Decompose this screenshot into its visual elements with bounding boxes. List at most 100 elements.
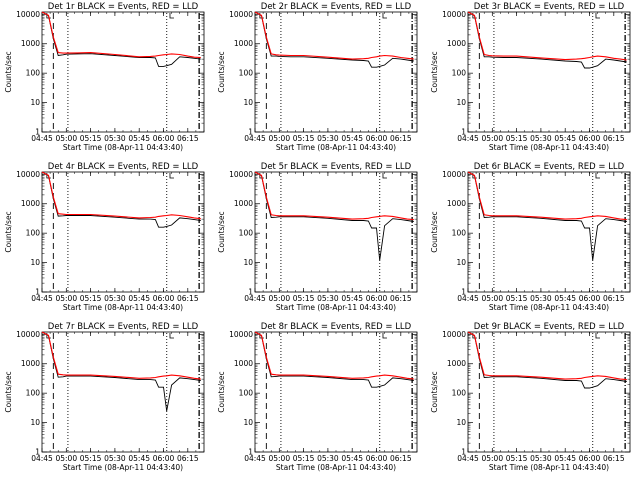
x-tick-label: 05:45 <box>341 134 363 143</box>
chart-panel-7: 1 10 100 1000 10000 04:45 05:00 05:15 05:30 05:45… <box>4 322 205 472</box>
y-tick-label: 10 <box>30 98 40 107</box>
x-tick-label: 05:15 <box>80 134 102 143</box>
x-tick-label: 06:00 <box>579 454 601 463</box>
time-marker <box>382 173 387 179</box>
x-tick-label: 05:45 <box>554 294 576 303</box>
y-tick-label: 1 <box>35 448 40 457</box>
x-tick-label: 05:30 <box>317 294 339 303</box>
x-tick-label: 06:00 <box>366 134 388 143</box>
x-tick-label: 05:15 <box>506 454 528 463</box>
y-tick-label: 10000 <box>16 10 40 19</box>
time-marker <box>595 13 600 19</box>
y-tick-label: 1000 <box>21 199 40 208</box>
x-tick-label: 06:15 <box>177 294 199 303</box>
y-tick-label: 1 <box>35 128 40 137</box>
plot-frame <box>254 171 418 293</box>
x-tick-label: 05:30 <box>317 454 339 463</box>
y-tick-label: 1000 <box>447 199 466 208</box>
x-tick-label: 05:00 <box>268 134 290 143</box>
events-series <box>467 171 627 261</box>
y-tick-label: 10000 <box>442 330 466 339</box>
y-tick-label: 10000 <box>442 10 466 19</box>
events-series <box>467 331 627 389</box>
y-tick-label: 1 <box>248 128 253 137</box>
y-tick-label: 1000 <box>447 39 466 48</box>
x-axis-label: Start Time (08-Apr-11 04:43:40) <box>276 143 396 152</box>
time-marker <box>595 333 600 339</box>
y-tick-label: 1000 <box>21 359 40 368</box>
y-tick-label: 1 <box>248 288 253 297</box>
x-tick-label: 06:15 <box>603 294 625 303</box>
y-tick-label: 1000 <box>234 359 253 368</box>
y-tick-label: 1 <box>461 288 466 297</box>
x-axis-label: Start Time (08-Apr-11 04:43:40) <box>489 143 609 152</box>
y-tick-label: 100 <box>452 229 467 238</box>
x-tick-label: 05:45 <box>341 454 363 463</box>
plot-frame <box>41 11 205 133</box>
chart-panel-6: 1 10 100 1000 10000 04:45 05:00 05:15 05:30 05:45… <box>430 162 631 312</box>
x-axis-label: Start Time (08-Apr-11 04:43:40) <box>489 463 609 472</box>
x-axis-label: Start Time (08-Apr-11 04:43:40) <box>489 303 609 312</box>
chart-panel-9: 1 10 100 1000 10000 04:45 05:00 05:15 05:30 05:45… <box>430 322 631 472</box>
x-tick-label: 04:45 <box>31 454 53 463</box>
x-tick-label: 04:45 <box>31 294 53 303</box>
chart-title: Det 5r BLACK = Events, RED = LLD <box>261 162 412 172</box>
x-tick-label: 04:45 <box>244 134 266 143</box>
y-tick-label: 100 <box>26 229 41 238</box>
y-tick-label: 1 <box>248 448 253 457</box>
y-tick-label: 1 <box>461 128 466 137</box>
lld-series <box>467 331 627 381</box>
events-series <box>254 171 414 261</box>
y-tick-label: 10 <box>456 418 466 427</box>
chart-panel-2: 1 10 100 1000 10000 04:45 05:00 05:15 05:30 05:45… <box>217 2 418 152</box>
x-tick-label: 06:00 <box>366 294 388 303</box>
y-tick-label: 10000 <box>229 10 253 19</box>
x-tick-label: 04:45 <box>457 454 479 463</box>
x-tick-label: 05:00 <box>268 294 290 303</box>
x-tick-label: 05:00 <box>55 134 77 143</box>
chart-panel-4: 1 10 100 1000 10000 04:45 05:00 05:15 05:30 05:45… <box>4 162 205 312</box>
y-axis-label: Counts/sec <box>430 211 439 252</box>
x-tick-label: 05:15 <box>80 294 102 303</box>
y-axis-label: Counts/sec <box>217 51 226 92</box>
y-tick-label: 10000 <box>16 330 40 339</box>
x-tick-label: 04:45 <box>31 134 53 143</box>
y-tick-label: 10 <box>30 258 40 267</box>
events-series <box>41 171 201 228</box>
y-tick-label: 100 <box>239 69 254 78</box>
x-tick-label: 05:15 <box>506 294 528 303</box>
chart-title: Det 1r BLACK = Events, RED = LLD <box>48 2 199 12</box>
time-marker <box>169 13 174 19</box>
x-axis-label: Start Time (08-Apr-11 04:43:40) <box>63 463 183 472</box>
x-tick-label: 06:15 <box>603 134 625 143</box>
x-tick-label: 06:00 <box>153 294 175 303</box>
x-tick-label: 05:45 <box>128 294 150 303</box>
lld-series <box>254 11 414 60</box>
x-tick-label: 05:30 <box>104 294 126 303</box>
y-tick-label: 100 <box>239 229 254 238</box>
chart-title: Det 6r BLACK = Events, RED = LLD <box>474 162 625 172</box>
events-series <box>254 331 414 388</box>
y-tick-label: 10000 <box>16 170 40 179</box>
events-series <box>41 331 201 411</box>
lld-series <box>254 331 414 380</box>
x-tick-label: 05:00 <box>481 454 503 463</box>
y-tick-label: 1000 <box>447 359 466 368</box>
x-tick-label: 05:15 <box>293 294 315 303</box>
y-tick-label: 10 <box>243 418 253 427</box>
time-marker <box>595 173 600 179</box>
y-tick-label: 10000 <box>442 170 466 179</box>
lld-series <box>41 11 201 59</box>
y-axis-label: Counts/sec <box>430 51 439 92</box>
lld-series <box>254 171 414 221</box>
x-tick-label: 05:15 <box>506 134 528 143</box>
x-tick-label: 04:45 <box>244 294 266 303</box>
y-tick-label: 10 <box>30 418 40 427</box>
x-tick-label: 05:30 <box>104 134 126 143</box>
x-tick-label: 05:15 <box>293 454 315 463</box>
plot-frame <box>41 171 205 293</box>
y-tick-label: 100 <box>452 69 467 78</box>
y-tick-label: 10000 <box>229 170 253 179</box>
y-tick-label: 10 <box>456 258 466 267</box>
